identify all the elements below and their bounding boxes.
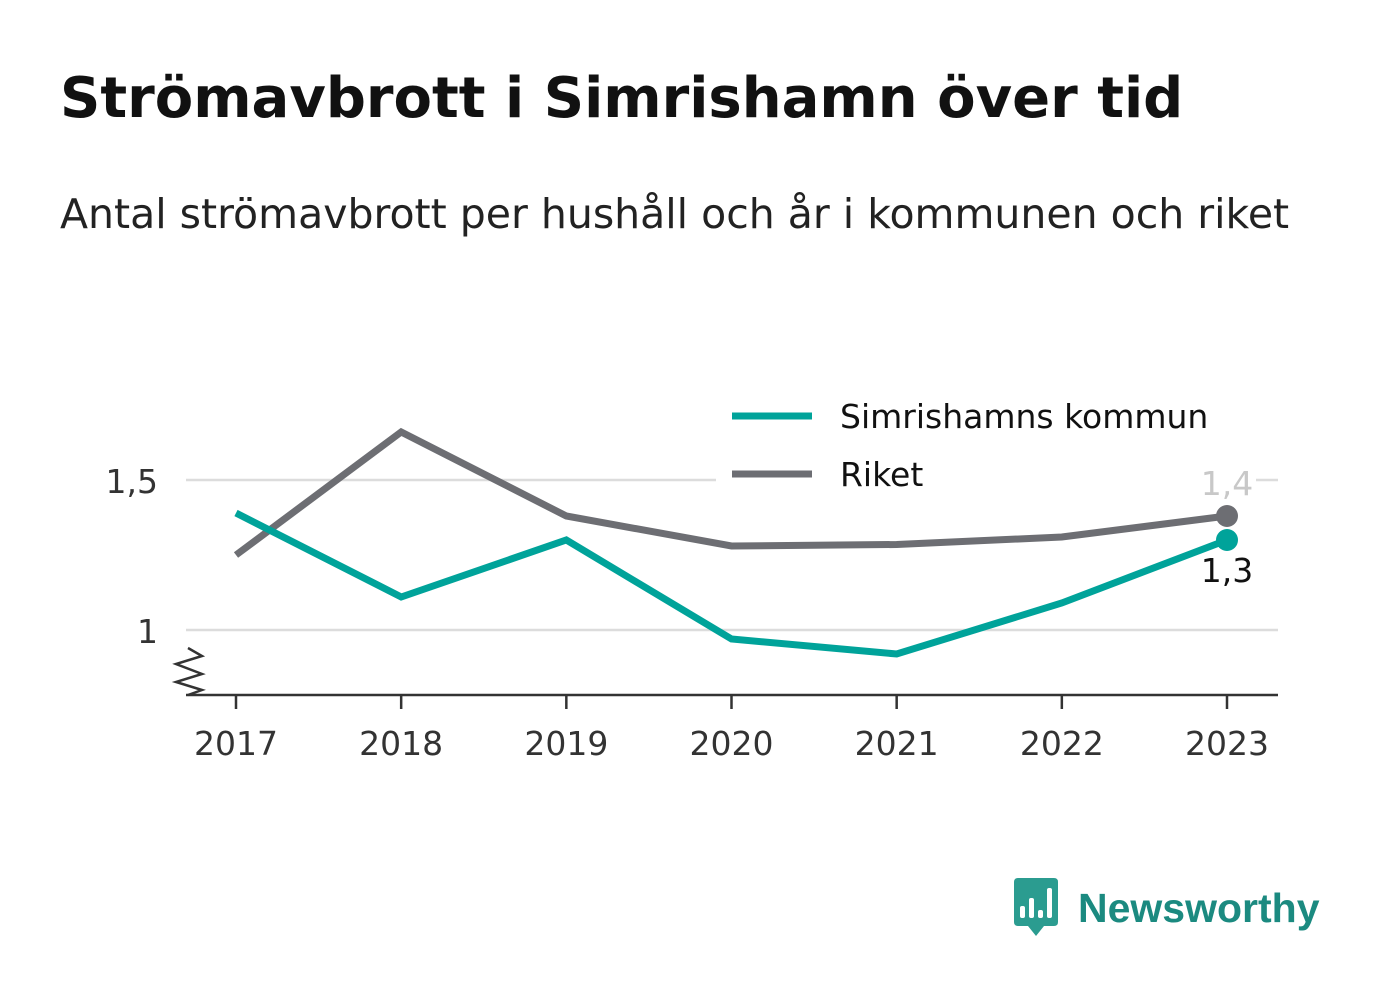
series-line-riket bbox=[233, 427, 1228, 558]
x-tick-label: 2017 bbox=[194, 724, 278, 763]
x-tick-label: 2019 bbox=[524, 724, 608, 763]
y-tick-label: 1,5 bbox=[106, 462, 158, 501]
x-tick-label: 2023 bbox=[1185, 724, 1269, 763]
legend-background bbox=[716, 392, 1256, 500]
legend-label: Riket bbox=[840, 455, 923, 494]
series-line-simrishamn bbox=[234, 509, 1229, 658]
newsworthy-logo-icon bbox=[1014, 878, 1058, 936]
brand-name: Newsworthy bbox=[1078, 884, 1320, 931]
legend-label: Simrishamns kommun bbox=[840, 397, 1208, 436]
x-tick-label: 2020 bbox=[690, 724, 774, 763]
chart-subtitle: Antal strömavbrott per hushåll och år i … bbox=[60, 190, 1290, 238]
end-label-riket: 1,4 bbox=[1201, 464, 1253, 503]
end-point-simrishamn bbox=[1216, 529, 1238, 551]
newsworthy-brand: Newsworthy bbox=[1012, 876, 1320, 940]
x-tick-label: 2018 bbox=[359, 724, 443, 763]
chart-title: Strömavbrott i Simrishamn över tid bbox=[60, 66, 1184, 131]
end-label-simrishamn: 1,3 bbox=[1201, 551, 1253, 590]
x-tick-label: 2021 bbox=[855, 724, 939, 763]
y-tick-label: 1 bbox=[137, 612, 158, 651]
axis-break-icon bbox=[171, 646, 206, 697]
x-tick-label: 2022 bbox=[1020, 724, 1104, 763]
end-point-riket bbox=[1216, 505, 1238, 527]
